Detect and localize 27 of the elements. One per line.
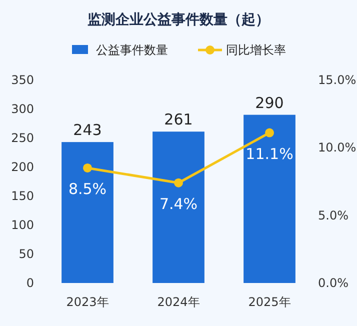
chart-title: 监测企业公益事件数量（起） xyxy=(88,12,270,28)
x-tick-label: 2024年 xyxy=(157,295,200,309)
data-label: 8.5% xyxy=(68,180,107,198)
point xyxy=(174,178,183,188)
y-tick-label: 250 xyxy=(11,131,34,145)
data-label: 7.4% xyxy=(159,194,198,213)
data-label: 290 xyxy=(255,94,284,112)
point xyxy=(265,128,274,138)
data-label: 243 xyxy=(73,121,102,140)
y-tick-label: 200 xyxy=(11,160,34,174)
y2-tick-label: 5.0% xyxy=(318,208,348,222)
data-label: 11.1% xyxy=(246,144,294,163)
legend-label: 同比增长率 xyxy=(226,43,286,57)
y-tick-label: 150 xyxy=(11,189,34,203)
y-tick-label: 350 xyxy=(11,73,34,87)
y-tick-label: 100 xyxy=(11,218,34,232)
y2-tick-label: 0.0% xyxy=(318,276,348,290)
y2-tick-label: 10.0% xyxy=(318,140,356,155)
point xyxy=(83,163,92,172)
y2-tick-label: 15.0% xyxy=(318,73,356,87)
x-tick-label: 2025年 xyxy=(248,295,291,309)
x-tick-label: 2023年 xyxy=(66,295,109,309)
y-tick-label: 0 xyxy=(26,276,34,290)
y-tick-label: 50 xyxy=(18,247,34,261)
data-label: 261 xyxy=(164,110,193,129)
y-tick-label: 300 xyxy=(11,102,34,116)
legend-label: 公益事件数量 xyxy=(96,43,168,57)
